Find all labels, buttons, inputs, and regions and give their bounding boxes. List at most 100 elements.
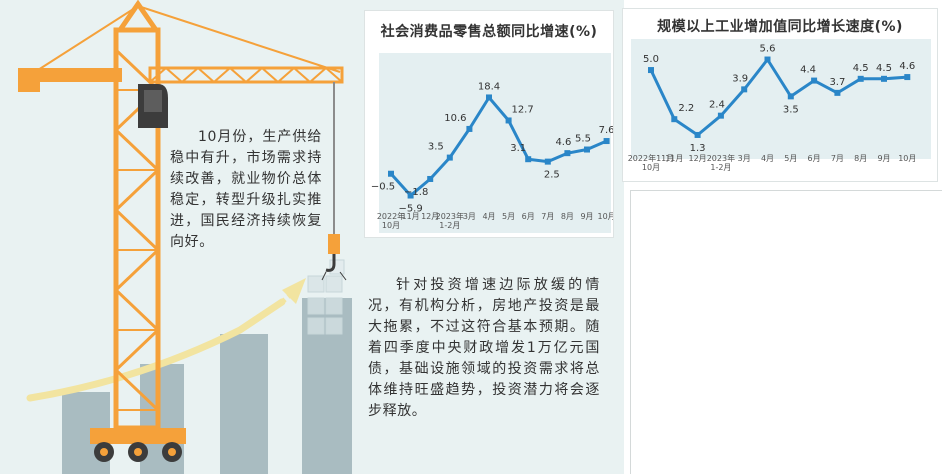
empty-frame [630, 190, 942, 474]
data-point [648, 67, 654, 74]
data-point [904, 74, 911, 81]
x-tick-label: 11月 [665, 154, 683, 163]
data-label: 10.6 [444, 113, 466, 124]
x-tick-label: 12月 [421, 212, 439, 221]
data-label: 7.6 [599, 125, 613, 136]
industrial-output-plot: 5.0 2.2 1.3 2.4 3.9 5.6 3.5 4.4 3.7 4.5 4.5 4.6 2022… [628, 39, 931, 172]
series-line [389, 96, 608, 197]
retail-sales-chart: −0.5 −5.9 −1.8 3.5 10.6 18.4 12.7 3.1 2.5 4.6 5.5 7… [364, 10, 614, 238]
industrial-output-chart-title: 规模以上工业增加值同比增长速度(%) [657, 19, 903, 35]
data-point [741, 86, 748, 93]
crane-apex [117, 0, 159, 32]
x-tick-label: 2023年 [707, 153, 735, 163]
crane-base [90, 428, 186, 444]
x-tick-label: 2023年 [436, 211, 464, 221]
x-tick-label: 6月 [522, 212, 535, 221]
summary-paragraph: 10月份，生产供给稳中有升，市场需求持续改善，就业物价总体稳定，转型升级扎实推进… [170, 129, 322, 250]
x-tick-label: 9月 [877, 154, 890, 163]
x-tick-label: 1-2月 [710, 163, 731, 172]
data-label: 3.1 [510, 143, 526, 154]
sling-left [321, 271, 327, 281]
crane-tie-front [137, 5, 341, 73]
trend-arrow [26, 298, 286, 402]
data-point [857, 75, 864, 82]
trend-arrow-head [282, 278, 306, 304]
crane-wheels [94, 442, 182, 462]
data-label: 3.5 [783, 104, 799, 115]
data-point [787, 93, 794, 100]
series-line [649, 58, 908, 137]
data-point [544, 158, 551, 165]
crane-illustration [18, 0, 352, 474]
data-point [717, 112, 724, 119]
data-point [671, 116, 678, 123]
plot-area [379, 53, 611, 233]
data-label: 3.9 [732, 73, 748, 84]
data-point [486, 94, 492, 101]
data-label: 4.4 [800, 65, 816, 76]
x-tick-label: 3月 [463, 212, 476, 221]
data-point [881, 75, 887, 82]
x-tick-label: 10月 [642, 163, 660, 172]
retail-sales-chart-title: 社会消费品零售总额同比增速(%) [380, 24, 598, 40]
data-label: 1.3 [690, 143, 706, 154]
cab-window [144, 90, 162, 112]
data-label: 4.6 [899, 61, 915, 72]
investment-paragraph: 针对投资增速边际放缓的情况，有机构分析，房地产投资是最大拖累，不过这符合基本预期… [368, 277, 600, 419]
data-label: 3.5 [428, 142, 444, 153]
x-tick-label: 7月 [541, 212, 554, 221]
data-label: 2.2 [678, 103, 694, 114]
crane-tie-back [37, 5, 139, 71]
x-tick-label: 6月 [808, 154, 821, 163]
x-tick-label: 4月 [761, 154, 774, 163]
x-tick-label: 10月 [382, 221, 400, 230]
data-label: 4.5 [876, 63, 892, 74]
data-point [694, 131, 701, 138]
retail-sales-plot: −0.5−5.9 −1.8 3.5 10.6 18.4 12.7 3.1 2.5 4.6 5.5 7… [371, 53, 613, 233]
sling-right [339, 271, 347, 281]
x-tick-label: 1-2月 [439, 221, 460, 230]
data-label: 4.6 [555, 137, 571, 148]
data-label: −1.8 [404, 187, 428, 198]
data-point [427, 175, 434, 182]
data-point [525, 156, 532, 163]
data-point [834, 89, 841, 96]
x-tick-label: 4月 [482, 212, 495, 221]
data-point [505, 117, 512, 124]
data-point [811, 77, 818, 84]
hook [325, 254, 336, 272]
data-point [564, 150, 571, 157]
x-tick-label: 5月 [502, 212, 515, 221]
data-point [603, 138, 610, 145]
data-label: 5.6 [760, 44, 776, 55]
hook-block [328, 234, 340, 254]
industrial-output-chart: 5.0 2.2 1.3 2.4 3.9 5.6 3.5 4.4 3.7 4.5 4.5 4.6 2022… [622, 8, 938, 182]
x-tick-label: 9月 [580, 212, 593, 221]
data-label: 12.7 [511, 104, 533, 115]
x-tick-label: 2022年 [377, 211, 405, 221]
x-tick-label: 8月 [561, 212, 574, 221]
x-tick-label: 8月 [854, 154, 867, 163]
data-label: 5.5 [575, 134, 591, 145]
x-tick-label: 7月 [831, 154, 844, 163]
x-tick-label: 3月 [738, 154, 751, 163]
data-point [446, 154, 453, 161]
data-point [466, 125, 473, 132]
data-point [764, 56, 771, 63]
data-label: 2.5 [544, 170, 560, 181]
x-tick-label: 10月 [898, 154, 916, 163]
data-label: 5.0 [643, 54, 659, 65]
x-tick-label: 2022年11月 [628, 153, 675, 163]
data-label: 2.4 [709, 100, 725, 111]
data-label: −5.9 [398, 204, 422, 215]
x-tick-label: 11月 [402, 212, 420, 221]
x-tick-label: 12月 [689, 154, 707, 163]
x-tick-label: 5月 [784, 154, 797, 163]
counter-jib [18, 68, 122, 82]
data-point [388, 170, 394, 177]
data-label: 3.7 [829, 77, 845, 88]
data-label: −0.5 [371, 182, 395, 193]
plot-area [631, 39, 931, 159]
data-point [407, 192, 414, 199]
